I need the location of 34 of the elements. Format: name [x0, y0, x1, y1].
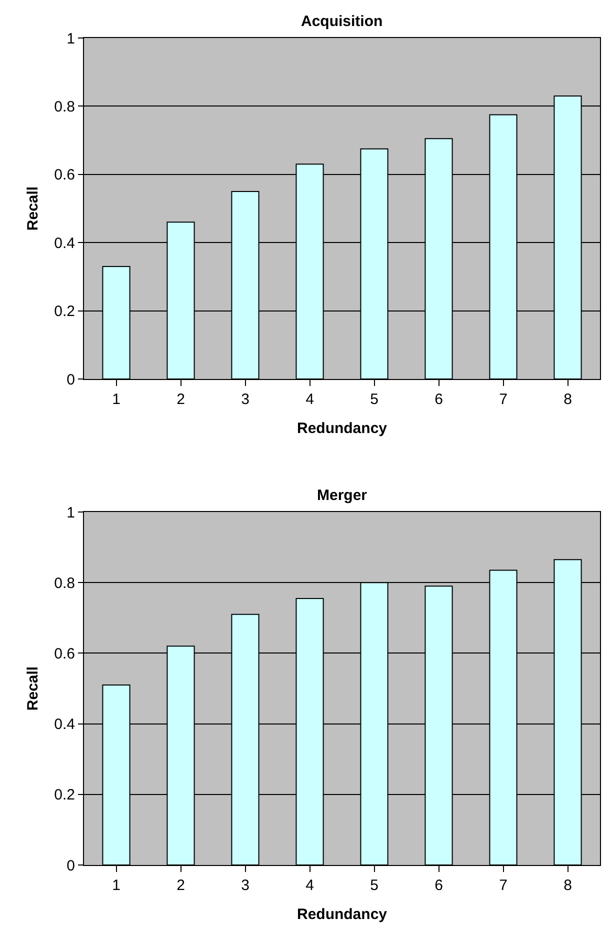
y-tick-label: 0.6	[54, 166, 75, 184]
y-tick-label: 0.4	[54, 234, 75, 252]
x-tick-label: 5	[370, 391, 378, 408]
x-tick-label: 4	[306, 391, 314, 408]
x-tick-label: 2	[176, 877, 185, 894]
x-tick-label: 8	[564, 877, 572, 894]
y-tick-label: 0	[66, 371, 75, 388]
x-tick-label: 7	[499, 391, 508, 408]
x-tick-label: 7	[499, 877, 508, 894]
x-tick-label: 8	[564, 391, 572, 408]
y-tick-label: 0.6	[54, 645, 75, 662]
y-tick-label: 0	[66, 857, 75, 874]
y-tick-label: 0.8	[54, 98, 75, 116]
y-axis-title: Recall	[24, 666, 42, 711]
x-tick-label: 6	[434, 391, 443, 408]
y-tick-label: 0.2	[54, 786, 75, 804]
y-tick-label: 0.2	[54, 303, 75, 320]
x-tick-label: 2	[176, 391, 185, 408]
y-axis-title: Recall	[24, 186, 42, 231]
y-tick-label: 0.8	[54, 574, 75, 592]
y-tick-label: 1	[66, 30, 75, 48]
x-tick-label: 1	[112, 877, 120, 894]
x-tick-label: 4	[306, 877, 314, 894]
x-tick-label: 3	[241, 877, 250, 894]
y-tick-label: 1	[66, 504, 75, 522]
x-tick-label: 1	[112, 391, 120, 408]
chart-title: Merger	[317, 487, 368, 504]
x-axis-title: Redundancy	[296, 420, 388, 437]
chart-title: Acquisition	[301, 13, 383, 30]
x-tick-label: 5	[370, 877, 378, 894]
x-axis-title: Redundancy	[296, 906, 388, 923]
x-tick-label: 3	[241, 391, 250, 408]
y-tick-label: 0.4	[54, 716, 75, 734]
x-tick-label: 6	[434, 877, 443, 894]
